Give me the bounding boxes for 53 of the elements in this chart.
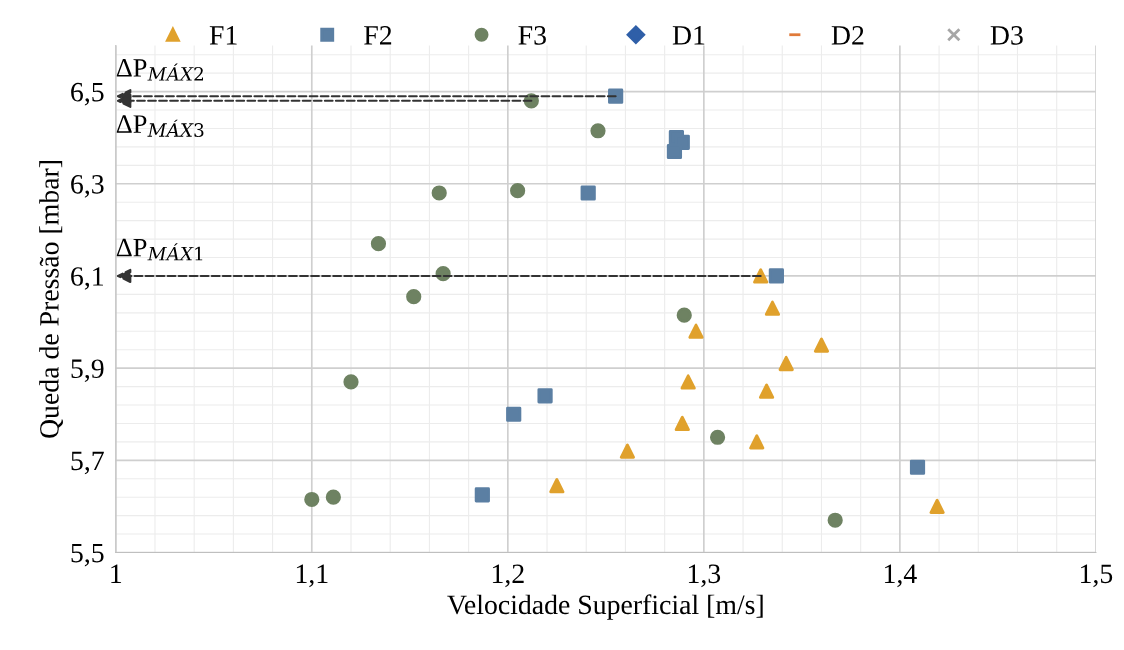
- point: [749, 434, 765, 450]
- legend-label: D1: [672, 26, 705, 45]
- point: [813, 337, 830, 353]
- point: [929, 498, 945, 515]
- x-tick-label: 1,2: [492, 564, 524, 588]
- y-axis-title: Queda de Pressão [mbar]: [39, 161, 63, 438]
- point: [666, 143, 683, 160]
- x-axis-title: Velocidade Superficial [m/s]: [447, 594, 763, 620]
- point: [474, 487, 490, 503]
- point: [768, 268, 784, 284]
- point: [590, 123, 606, 139]
- point: [506, 406, 522, 422]
- point: [431, 185, 447, 201]
- legend-label: F2: [364, 26, 392, 45]
- point: [608, 88, 624, 104]
- point: [325, 489, 341, 505]
- point: [370, 236, 387, 252]
- y-tick-label: 5,9: [71, 359, 104, 383]
- point: [676, 307, 692, 323]
- y-tick-label: 5,5: [71, 543, 104, 567]
- point: [580, 185, 596, 201]
- point: [304, 491, 320, 508]
- x-tick-label: 1,1: [296, 564, 328, 588]
- y-tick-label: 6,1: [71, 267, 103, 290]
- legend-label: D3: [990, 26, 1023, 45]
- point: [709, 429, 726, 445]
- legend-label: D2: [831, 26, 864, 45]
- point: [909, 459, 926, 475]
- point: [680, 374, 696, 390]
- point: [688, 323, 704, 339]
- legend-label: F1: [209, 26, 237, 45]
- point: [758, 383, 775, 399]
- legend-label: F3: [518, 26, 546, 45]
- x-tick-label: 1,5: [1080, 564, 1113, 588]
- point: [549, 478, 565, 494]
- point: [674, 415, 690, 432]
- point: [537, 388, 553, 404]
- x-tick-label: 1,3: [688, 564, 721, 588]
- point: [510, 183, 526, 199]
- point: [343, 374, 359, 390]
- point: [764, 300, 781, 316]
- point: [406, 289, 422, 305]
- annotation: ΔP$_{MÁX1}$: [116, 238, 203, 261]
- x-tick-label: 1: [111, 564, 122, 583]
- annotation: ΔP$_{MÁX3}$: [116, 115, 204, 138]
- y-tick-label: 6,3: [71, 175, 104, 198]
- y-tick-label: 6,5: [71, 82, 104, 106]
- x-tick-label: 1,4: [884, 564, 917, 588]
- point: [827, 512, 843, 528]
- y-tick-label: 5,7: [71, 451, 104, 475]
- point: [619, 443, 635, 459]
- point: [778, 355, 794, 372]
- annotation: ΔP$_{MÁX2}$: [116, 59, 203, 81]
